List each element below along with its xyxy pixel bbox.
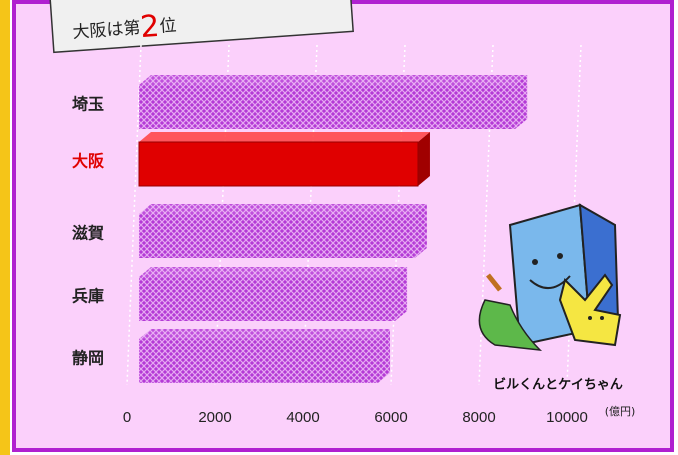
title-part: 位	[159, 16, 177, 37]
grid-line	[126, 44, 142, 386]
y-tick-label: 滋賀	[72, 224, 104, 243]
y-tick-label: 静岡	[72, 349, 104, 368]
bar	[138, 132, 430, 187]
unit-label: (億円)	[605, 405, 636, 418]
title-part: 2	[139, 8, 160, 44]
bar-top	[139, 329, 390, 339]
title-part: 大阪は第	[72, 18, 141, 43]
left-strip	[0, 0, 10, 455]
x-tick-label: 10000	[546, 409, 588, 426]
mascot	[478, 203, 622, 351]
bar	[139, 329, 390, 383]
x-tick-label: 0	[123, 409, 131, 426]
bar-side	[395, 267, 408, 321]
bar-front	[139, 339, 378, 383]
x-tick-label: 2000	[198, 409, 231, 426]
bar-top	[139, 204, 427, 214]
bar-top	[139, 132, 430, 142]
bar-side	[414, 204, 427, 258]
banner: 大阪は第2位	[48, 0, 354, 54]
y-tick-label: 埼玉	[72, 95, 104, 114]
caption: ビルくんとケイちゃん	[493, 377, 623, 393]
y-tick-label: 兵庫	[72, 287, 104, 306]
bar-side	[417, 132, 430, 186]
bar-front	[139, 214, 415, 258]
y-tick-label: 大阪	[72, 152, 105, 171]
bar-side	[515, 75, 528, 129]
bar	[139, 204, 427, 258]
bar	[139, 267, 408, 321]
x-tick-label: 8000	[462, 409, 495, 426]
bar-front	[139, 277, 396, 321]
x-tick-label: 4000	[286, 409, 319, 426]
x-tick-label: 6000	[374, 409, 407, 426]
bar-front	[138, 141, 419, 187]
bar-top	[139, 75, 528, 85]
bar-side	[377, 329, 390, 383]
bar	[139, 75, 528, 129]
bar-front	[139, 85, 516, 129]
chart-title: 大阪は第2位	[71, 7, 177, 49]
bar-top	[139, 267, 408, 277]
